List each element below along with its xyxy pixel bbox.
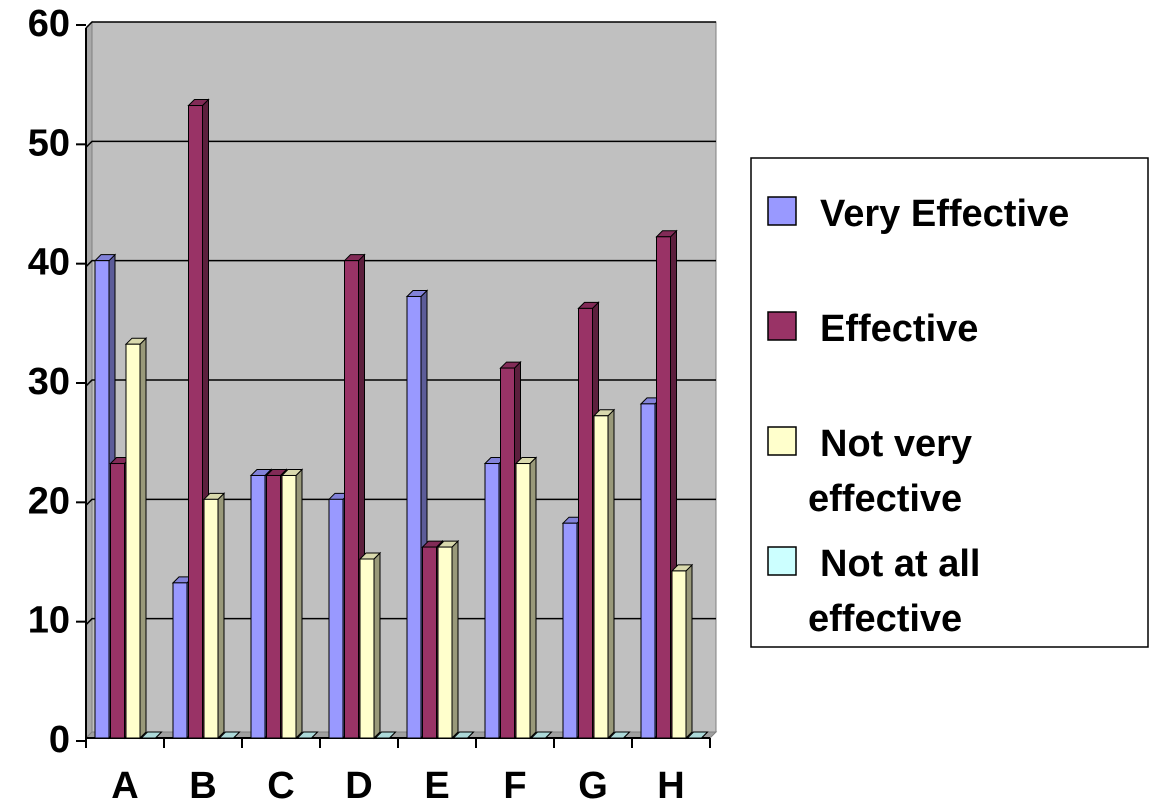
bar-not-very-effective-b [202, 492, 226, 740]
bar-not-very-effective-e [436, 539, 460, 740]
y-tick-label: 20 [28, 480, 70, 522]
x-tick-label: G [578, 765, 608, 807]
bar-not-very-effective-g [592, 408, 616, 740]
bar-not-at-all-effective-e [452, 731, 475, 739]
bar-not-very-effective-h [670, 563, 694, 740]
x-tick-label: D [345, 765, 372, 807]
gridline [85, 259, 716, 268]
y-tick-label: 50 [28, 122, 70, 164]
legend-label-not-very-effective: effective [808, 478, 962, 520]
bar-not-at-all-effective-d [374, 731, 397, 739]
legend-label-not-at-all-effective: Not at all [820, 543, 980, 585]
legend: Very Effective Effective Not very effective… [750, 157, 1149, 648]
legend-label-not-very-effective: Not very [820, 423, 972, 465]
bar-not-at-all-effective-c [296, 731, 319, 739]
gridline [85, 140, 716, 148]
bar-not-very-effective-a [124, 336, 148, 740]
bar-not-very-effective-c [280, 468, 304, 740]
y-tick-label: 10 [28, 600, 70, 642]
y-tick-label: 0 [49, 719, 70, 761]
x-tick-label: B [189, 765, 216, 807]
y-tick-label: 30 [28, 361, 70, 403]
gridline [85, 21, 716, 29]
x-tick-label: C [267, 765, 294, 807]
y-tick-label: 40 [28, 242, 70, 284]
y-axis: 0 10 20 30 40 50 60 [28, 3, 87, 761]
bar-not-at-all-effective-a [140, 731, 163, 739]
legend-label-not-at-all-effective: effective [808, 598, 962, 640]
bar-not-at-all-effective-h [686, 731, 709, 739]
x-axis: A B C D E F G H [85, 737, 711, 807]
legend-label-very-effective: Very Effective [820, 193, 1069, 235]
bar-not-very-effective-f [514, 456, 538, 740]
bar-not-at-all-effective-b [218, 731, 241, 739]
x-tick-label: E [424, 765, 449, 807]
legend-swatch-not-very-effective [767, 426, 797, 456]
legend-swatch-effective [767, 311, 797, 341]
bars [93, 98, 709, 740]
bar-not-at-all-effective-f [530, 731, 553, 739]
bar-not-at-all-effective-g [608, 731, 631, 739]
y-tick-label: 60 [28, 3, 70, 45]
x-tick-label: H [657, 765, 684, 807]
bar-not-very-effective-d [358, 551, 382, 740]
legend-swatch-very-effective [767, 196, 797, 226]
x-tick-label: F [503, 765, 526, 807]
x-tick-label: A [111, 765, 138, 807]
legend-swatch-not-at-all-effective [767, 546, 797, 576]
legend-label-effective: Effective [820, 308, 978, 350]
legend-box [750, 157, 1149, 648]
